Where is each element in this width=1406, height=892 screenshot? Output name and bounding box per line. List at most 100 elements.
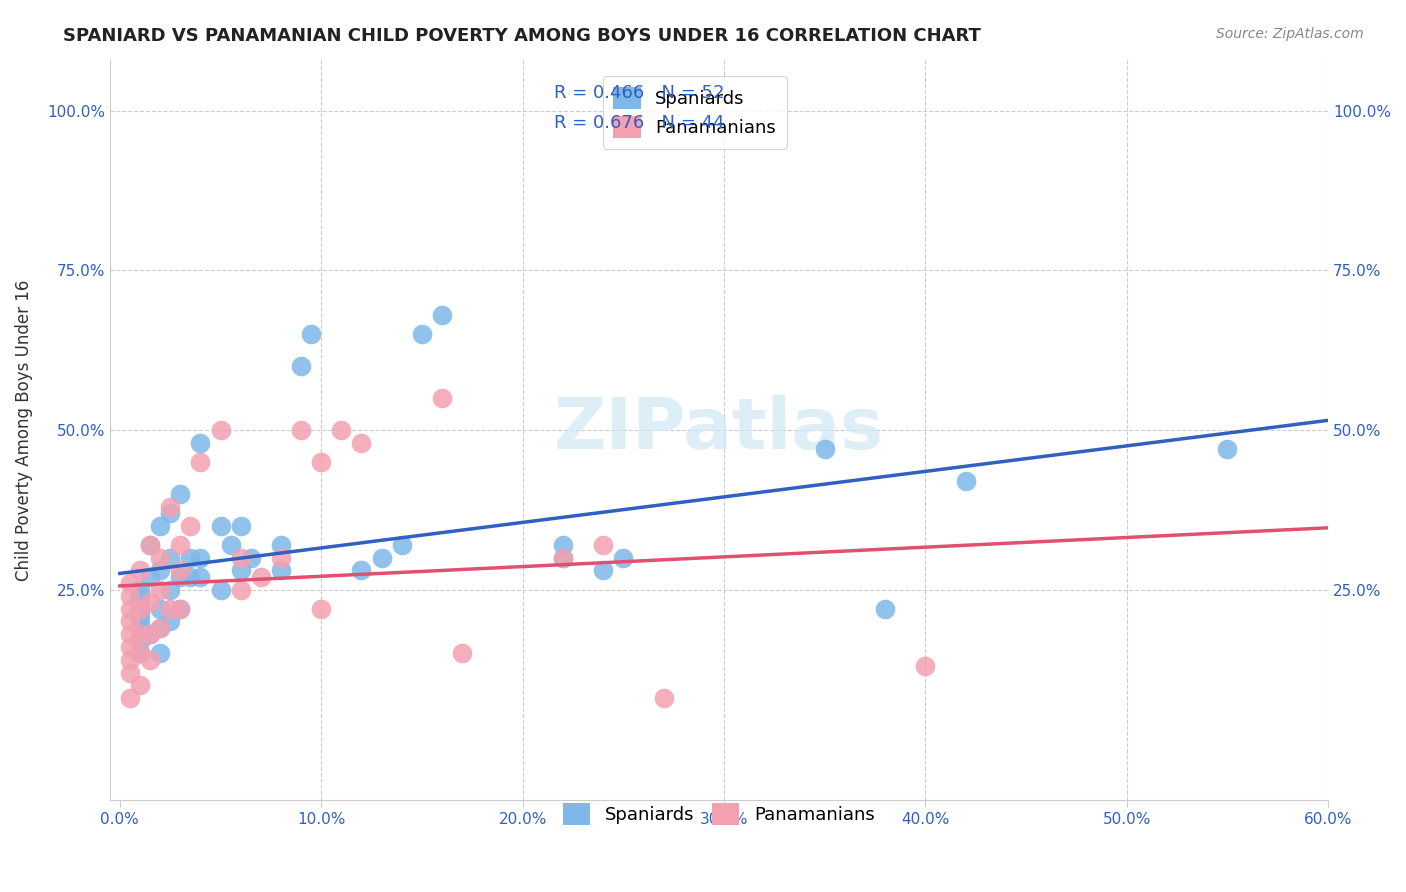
Point <box>209 582 232 597</box>
Point <box>149 621 172 635</box>
Point <box>875 601 897 615</box>
Point <box>159 615 181 629</box>
Point <box>139 538 162 552</box>
Point <box>118 576 141 591</box>
Point <box>139 627 162 641</box>
Point <box>451 646 474 660</box>
Point <box>139 595 162 609</box>
Point <box>149 582 172 597</box>
Point <box>139 538 162 552</box>
Point <box>592 538 614 552</box>
Text: R = 0.466   N = 52: R = 0.466 N = 52 <box>554 84 725 102</box>
Point <box>149 518 172 533</box>
Point <box>118 601 141 615</box>
Point <box>179 518 201 533</box>
Point <box>430 308 453 322</box>
Point <box>159 582 181 597</box>
Point <box>169 601 191 615</box>
Point <box>159 550 181 565</box>
Point <box>219 538 242 552</box>
Point <box>229 550 252 565</box>
Point <box>118 653 141 667</box>
Point <box>190 550 212 565</box>
Point <box>309 455 332 469</box>
Point <box>118 665 141 680</box>
Point <box>129 608 152 623</box>
Point <box>592 563 614 577</box>
Point <box>270 538 292 552</box>
Point <box>129 633 152 648</box>
Point <box>118 589 141 603</box>
Point <box>129 595 152 609</box>
Point <box>159 601 181 615</box>
Point <box>139 653 162 667</box>
Point <box>190 570 212 584</box>
Point <box>159 506 181 520</box>
Point <box>129 601 152 615</box>
Point <box>118 691 141 706</box>
Point <box>129 621 152 635</box>
Point <box>129 678 152 692</box>
Point <box>612 550 634 565</box>
Point <box>149 646 172 660</box>
Point <box>139 570 162 584</box>
Point <box>551 550 574 565</box>
Point <box>129 563 152 577</box>
Point <box>129 646 152 660</box>
Point <box>229 563 252 577</box>
Legend: Spaniards, Panamanians: Spaniards, Panamanians <box>553 792 886 836</box>
Text: Source: ZipAtlas.com: Source: ZipAtlas.com <box>1216 27 1364 41</box>
Point <box>652 691 675 706</box>
Point <box>229 582 252 597</box>
Point <box>209 423 232 437</box>
Point <box>169 487 191 501</box>
Point <box>149 621 172 635</box>
Point <box>129 627 152 641</box>
Point <box>370 550 392 565</box>
Point <box>149 601 172 615</box>
Point <box>169 563 191 577</box>
Point <box>551 550 574 565</box>
Point <box>239 550 262 565</box>
Text: SPANIARD VS PANAMANIAN CHILD POVERTY AMONG BOYS UNDER 16 CORRELATION CHART: SPANIARD VS PANAMANIAN CHILD POVERTY AMO… <box>63 27 981 45</box>
Point <box>190 435 212 450</box>
Point <box>129 615 152 629</box>
Point <box>1216 442 1239 456</box>
Point <box>249 570 271 584</box>
Point <box>299 327 322 342</box>
Point <box>290 423 312 437</box>
Point <box>129 646 152 660</box>
Point <box>179 570 201 584</box>
Point <box>169 538 191 552</box>
Point <box>430 391 453 405</box>
Point <box>118 627 141 641</box>
Point <box>118 640 141 654</box>
Point <box>350 563 373 577</box>
Point <box>814 442 837 456</box>
Point <box>159 500 181 514</box>
Point <box>179 550 201 565</box>
Point <box>169 570 191 584</box>
Point <box>309 601 332 615</box>
Point <box>270 550 292 565</box>
Point <box>350 435 373 450</box>
Point <box>330 423 353 437</box>
Point <box>190 455 212 469</box>
Point <box>149 550 172 565</box>
Point <box>229 518 252 533</box>
Point <box>914 659 936 673</box>
Point <box>129 582 152 597</box>
Point <box>129 589 152 603</box>
Point <box>551 538 574 552</box>
Point <box>169 601 191 615</box>
Point <box>270 563 292 577</box>
Point <box>411 327 433 342</box>
Text: R = 0.676   N = 44: R = 0.676 N = 44 <box>554 113 725 131</box>
Point <box>118 615 141 629</box>
Point <box>149 563 172 577</box>
Point <box>290 359 312 373</box>
Y-axis label: Child Poverty Among Boys Under 16: Child Poverty Among Boys Under 16 <box>15 279 32 581</box>
Point <box>129 601 152 615</box>
Point <box>955 474 977 488</box>
Point <box>391 538 413 552</box>
